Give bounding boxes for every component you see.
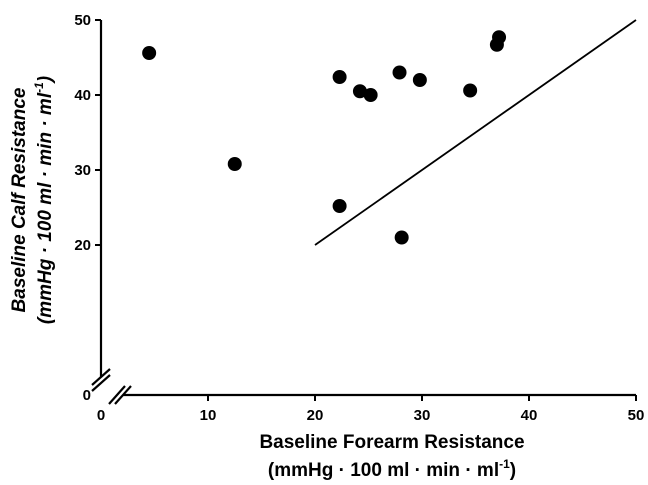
x-axis-break-mark: [108, 385, 126, 405]
data-point: [463, 83, 478, 98]
data-point: [412, 73, 427, 87]
y-tick-label: 20: [74, 237, 91, 254]
x-axis-title-units: (mmHg · 100 ml · min · ml-1): [268, 457, 516, 481]
data-point: [394, 230, 409, 245]
x-tick-label: 20: [307, 407, 324, 424]
data-points: [142, 30, 507, 245]
x-axis-units-main: (mmHg · 100 ml · min · ml: [268, 460, 499, 481]
y-axis-title-line1: Baseline Calf Resistance: [9, 87, 30, 312]
x-tick-label: 10: [200, 407, 217, 424]
identity-line-group: [314, 19, 637, 246]
y-axis-units-end: ): [35, 76, 56, 84]
x-tick-label: 30: [414, 407, 431, 424]
data-point: [332, 199, 347, 213]
ticks: [95, 19, 637, 401]
y-tick-label: 30: [74, 162, 91, 179]
y-axis-units-sup: -1: [32, 82, 46, 93]
x-axis-title: Baseline Forearm Resistance: [259, 432, 524, 453]
y-axis-break-mark: [91, 374, 111, 392]
x-tick-label: 40: [521, 407, 538, 424]
y-tick-label: 50: [74, 12, 91, 29]
x-axis-units-end: ): [510, 460, 516, 481]
y-axis-units-main: (mmHg · 100 ml · min · ml: [35, 92, 56, 324]
data-point: [227, 157, 242, 171]
x-axis-break-mark: [114, 385, 132, 405]
y-axis-break-mark: [91, 368, 111, 386]
x-axis-units-sup: -1: [499, 457, 510, 471]
tick-labels: 0 10 20 30 40 50 0 20 30 40 50: [74, 12, 644, 424]
data-point: [352, 84, 367, 99]
data-point: [392, 65, 407, 80]
x-axis-title-line1: Baseline Forearm Resistance: [259, 432, 524, 453]
y-axis-title: Baseline Calf Resistance: [9, 87, 30, 312]
data-point: [492, 30, 507, 45]
data-point: [363, 88, 378, 102]
y-tick-label: 0: [83, 387, 91, 404]
y-tick-label: 40: [74, 87, 91, 104]
data-point: [142, 46, 157, 60]
y-axis-title-units: (mmHg · 100 ml · min · ml-1): [32, 76, 56, 324]
data-point: [332, 70, 347, 84]
x-tick-label: 50: [628, 407, 645, 424]
x-tick-label: 0: [97, 407, 105, 424]
identity-line: [314, 19, 637, 246]
